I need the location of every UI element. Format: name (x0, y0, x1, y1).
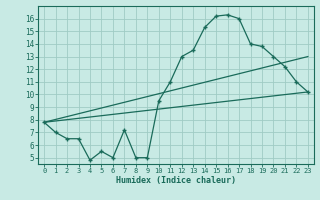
X-axis label: Humidex (Indice chaleur): Humidex (Indice chaleur) (116, 176, 236, 185)
